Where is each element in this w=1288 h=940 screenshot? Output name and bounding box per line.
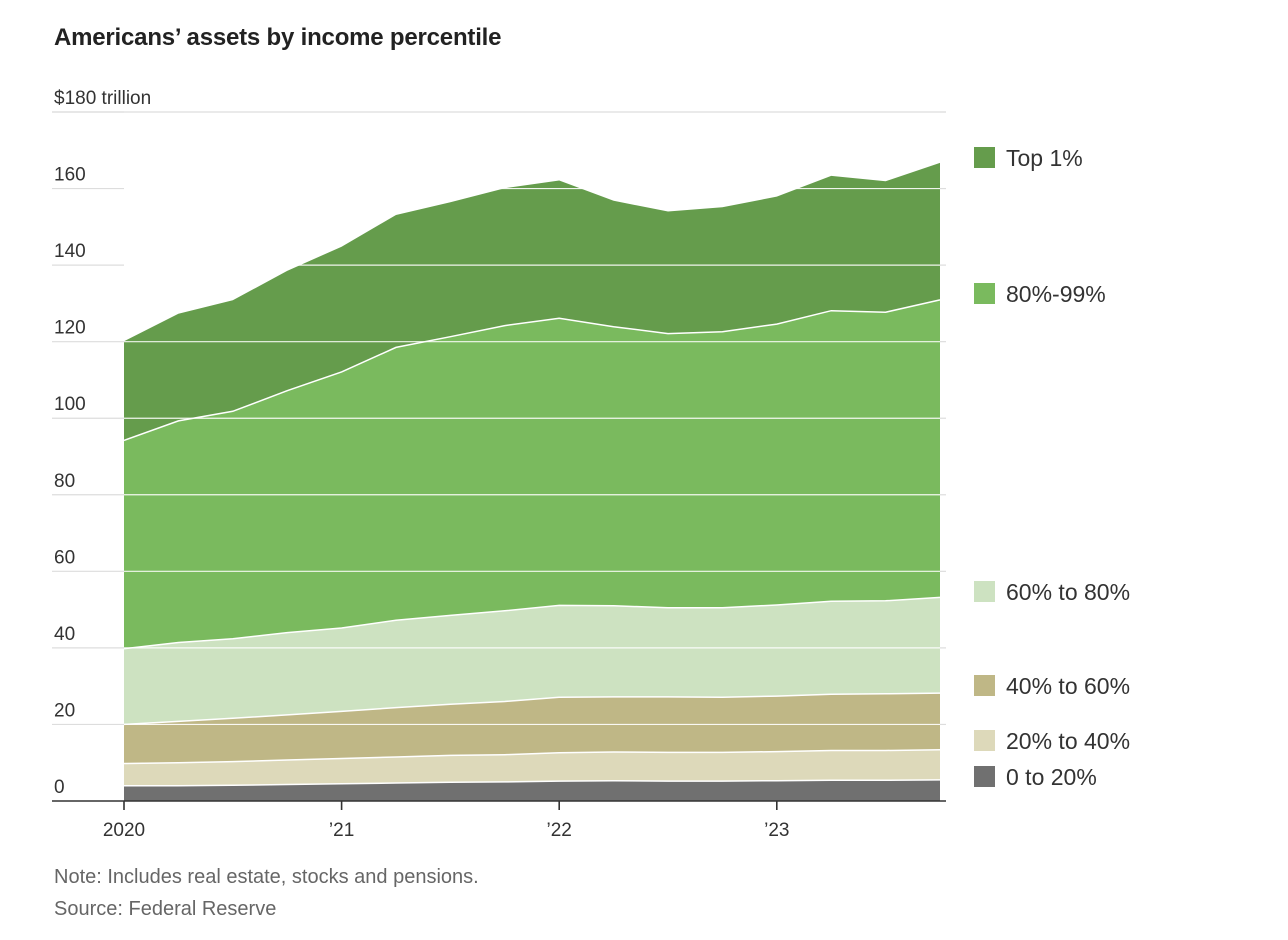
y-tick-label: 20 bbox=[54, 700, 75, 721]
gridlines bbox=[52, 111, 946, 726]
y-tick-label: 160 bbox=[54, 165, 86, 186]
y-tick-label: 0 bbox=[54, 777, 65, 798]
x-tick-label: ’23 bbox=[764, 820, 789, 841]
chart-note: Note: Includes real estate, stocks and p… bbox=[54, 866, 479, 888]
series-boundary bbox=[123, 748, 941, 765]
area-top-1 bbox=[124, 162, 940, 441]
legend-label: Top 1% bbox=[1006, 145, 1083, 171]
area-40-to-60 bbox=[124, 693, 940, 764]
legend-label: 40% to 60% bbox=[1006, 673, 1130, 699]
legend-swatch bbox=[974, 675, 995, 696]
area-layers bbox=[124, 162, 940, 801]
legend-item: 80%-99% bbox=[974, 281, 1106, 307]
legend-swatch bbox=[974, 283, 995, 304]
series-boundary bbox=[123, 299, 941, 442]
y-tick-label: 140 bbox=[54, 241, 86, 262]
legend: 0 to 20% 20% to 40% 40% to 60% 60% to 80% 80… bbox=[974, 145, 1130, 790]
legend-item: 40% to 60% bbox=[974, 673, 1130, 699]
y-axis: 0 20 40 60 80 100 120 140 160 $180 trillion bbox=[54, 88, 151, 798]
y-tick-label: $180 trillion bbox=[54, 88, 151, 109]
series-boundary bbox=[123, 596, 941, 650]
series-boundary bbox=[124, 779, 941, 787]
area-0-to-20 bbox=[124, 779, 940, 801]
legend-swatch bbox=[974, 766, 995, 787]
x-tick-label: ’21 bbox=[329, 820, 354, 841]
x-tick-label: ’22 bbox=[547, 820, 572, 841]
legend-item: 60% to 80% bbox=[974, 579, 1130, 605]
x-tick-label: 2020 bbox=[103, 820, 145, 841]
x-axis: 2020 ’21 ’22 ’23 bbox=[52, 800, 946, 841]
area-20-to-40 bbox=[124, 749, 940, 786]
series-boundary bbox=[123, 692, 941, 726]
series-boundaries bbox=[123, 299, 941, 787]
legend-swatch bbox=[974, 730, 995, 751]
legend-swatch bbox=[974, 147, 995, 168]
legend-label: 80%-99% bbox=[1006, 281, 1106, 307]
legend-swatch bbox=[974, 581, 995, 602]
chart-title: Americans’ assets by income percentile bbox=[54, 24, 502, 51]
y-tick-label: 40 bbox=[54, 624, 75, 645]
legend-label: 20% to 40% bbox=[1006, 728, 1130, 754]
y-tick-label: 60 bbox=[54, 547, 75, 568]
legend-item: Top 1% bbox=[974, 145, 1083, 171]
area-80-99 bbox=[124, 299, 940, 649]
legend-label: 60% to 80% bbox=[1006, 579, 1130, 605]
y-tick-label: 120 bbox=[54, 318, 86, 339]
y-tick-label: 100 bbox=[54, 394, 86, 415]
legend-label: 0 to 20% bbox=[1006, 764, 1097, 790]
chart-source: Source: Federal Reserve bbox=[54, 898, 277, 920]
y-tick-label: 80 bbox=[54, 471, 75, 492]
legend-item: 20% to 40% bbox=[974, 728, 1130, 754]
legend-item: 0 to 20% bbox=[974, 764, 1097, 790]
